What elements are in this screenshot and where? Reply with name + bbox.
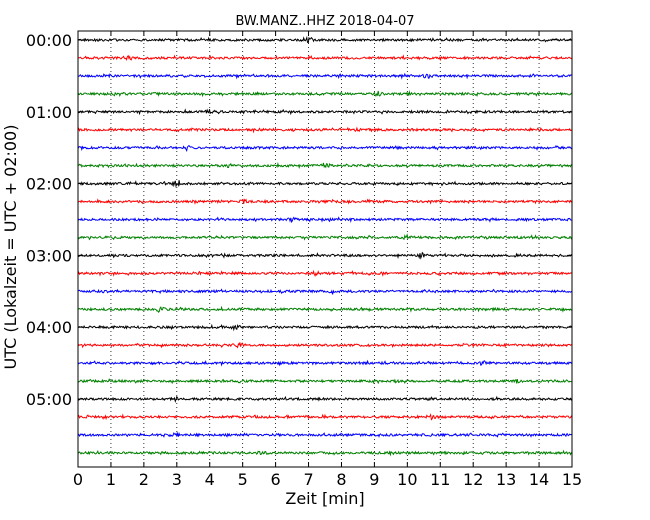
trace-0530 xyxy=(77,431,573,438)
trace-0445 xyxy=(77,378,573,385)
trace-0430 xyxy=(77,359,573,367)
trace-0500 xyxy=(77,395,573,403)
x-tick-label: 10 xyxy=(397,470,417,489)
x-tick-label: 1 xyxy=(106,470,116,489)
trace-0000 xyxy=(77,35,573,44)
trace-0315 xyxy=(77,269,573,277)
trace-0515 xyxy=(77,413,573,421)
x-tick-label: 9 xyxy=(369,470,379,489)
x-tick-label: 8 xyxy=(336,470,346,489)
gridlines xyxy=(110,31,540,467)
y-tick-label: 02:00 xyxy=(26,175,72,194)
plot-frame xyxy=(77,30,573,468)
trace-0100 xyxy=(77,108,573,116)
x-tick-label: 3 xyxy=(172,470,182,489)
trace-0200 xyxy=(77,180,573,188)
x-axis-label: Zeit [min] xyxy=(285,489,364,508)
y-tick-label: 00:00 xyxy=(26,31,72,50)
trace-0145 xyxy=(77,161,573,170)
traces xyxy=(77,35,573,457)
trace-0400 xyxy=(77,323,573,332)
x-tick-label: 4 xyxy=(205,470,215,489)
y-tick-label: 04:00 xyxy=(26,318,72,337)
trace-0245 xyxy=(77,233,573,241)
y-axis-label: UTC (Lokalzeit = UTC + 02:00) xyxy=(1,125,20,370)
x-tick-label: 0 xyxy=(73,470,83,489)
x-tick-label: 11 xyxy=(430,470,450,489)
x-tick-label: 15 xyxy=(562,470,582,489)
trace-0215 xyxy=(77,198,573,205)
axes: 0 1 2 3 4 5 6 7 8 9 10 11 12 13 14 1500:0001:0002:0003:… xyxy=(26,30,582,489)
trace-0230 xyxy=(77,216,573,224)
x-tick-label: 7 xyxy=(303,470,313,489)
chart-title: BW.MANZ..HHZ 2018-04-07 xyxy=(235,14,414,29)
trace-0330 xyxy=(77,288,573,295)
trace-0045 xyxy=(77,90,573,98)
trace-0345 xyxy=(77,305,573,314)
x-tick-label: 2 xyxy=(139,470,149,489)
trace-0130 xyxy=(77,144,573,152)
x-tick-label: 5 xyxy=(238,470,248,489)
x-tick-label: 12 xyxy=(463,470,483,489)
x-tick-label: 13 xyxy=(496,470,516,489)
x-tick-label: 6 xyxy=(271,470,281,489)
x-tick-label: 14 xyxy=(529,470,549,489)
trace-0115 xyxy=(77,126,573,134)
trace-0030 xyxy=(77,72,573,80)
trace-0300 xyxy=(77,251,573,260)
trace-0415 xyxy=(77,342,573,349)
y-tick-label: 05:00 xyxy=(26,390,72,409)
y-tick-label: 03:00 xyxy=(26,246,72,265)
trace-0545 xyxy=(77,449,573,457)
y-tick-label: 01:00 xyxy=(26,103,72,122)
trace-0015 xyxy=(77,54,573,62)
